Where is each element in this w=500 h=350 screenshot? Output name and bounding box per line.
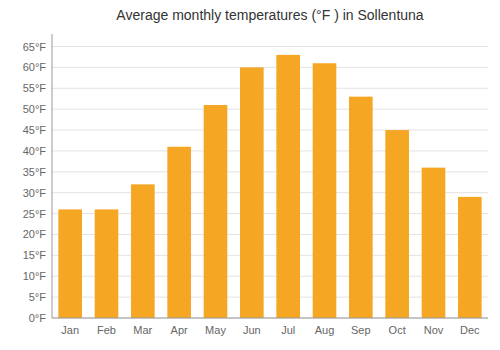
- grid-line: [52, 88, 488, 89]
- x-tick-label: Sep: [351, 324, 371, 336]
- x-tick-label: Feb: [97, 324, 116, 336]
- y-tick-label: 0°F: [29, 312, 47, 324]
- title: Average monthly temperatures (°F ) in So…: [116, 7, 423, 23]
- page: {"chart_data": {"type": "bar", "title": …: [0, 0, 500, 350]
- grid-line: [52, 109, 488, 110]
- grid-line: [52, 67, 488, 68]
- y-axis-line: [52, 34, 53, 318]
- bar: [204, 105, 228, 318]
- bar: [240, 67, 264, 318]
- y-tick-label: 45°F: [23, 124, 47, 136]
- bar: [276, 55, 300, 318]
- y-tick-label: 30°F: [23, 187, 47, 199]
- bar: [131, 184, 155, 318]
- x-tick-label: Dec: [460, 324, 480, 336]
- y-tick-label: 15°F: [23, 249, 47, 261]
- bar: [458, 197, 482, 318]
- bar: [167, 147, 191, 318]
- grid: [52, 47, 488, 318]
- x-ticks: Jan Feb Mar Apr May Jun Jul Aug Sep Oct Nov Dec: [61, 324, 480, 336]
- bar: [58, 209, 82, 318]
- grid-line: [52, 318, 488, 319]
- x-axis-line: [52, 318, 488, 319]
- bar: [349, 97, 373, 318]
- y-tick-label: 60°F: [23, 61, 47, 73]
- x-tick-label: May: [205, 324, 226, 336]
- x-tick-label: Jan: [61, 324, 79, 336]
- chart: Average monthly temperatures (°F ) in So…: [0, 0, 500, 350]
- bar: [313, 63, 337, 318]
- x-tick-label: Apr: [171, 324, 188, 336]
- y-tick-label: 40°F: [23, 145, 47, 157]
- bar: [385, 130, 409, 318]
- y-tick-label: 65°F: [23, 41, 47, 53]
- grid-line: [52, 150, 488, 151]
- y-tick-label: 5°F: [29, 291, 47, 303]
- grid-line: [52, 46, 488, 47]
- y-tick-label: 35°F: [23, 166, 47, 178]
- x-tick-label: Nov: [424, 324, 444, 336]
- bars: [58, 55, 481, 318]
- x-tick-label: Jul: [281, 324, 295, 336]
- grid-line: [52, 130, 488, 131]
- x-tick-label: Jun: [243, 324, 261, 336]
- chart-container: Average monthly temperatures (°F ) in So…: [0, 0, 500, 350]
- x-tick-label: Mar: [133, 324, 152, 336]
- x-tick-label: Oct: [389, 324, 406, 336]
- bar: [422, 168, 446, 318]
- y-tick-label: 20°F: [23, 228, 47, 240]
- bar: [95, 209, 119, 318]
- x-tick-label: Aug: [315, 324, 335, 336]
- y-ticks: 0°F 5°F 10°F 15°F 20°F 25°F 30°F 35°F 40°F 45°F 50…: [23, 41, 47, 324]
- y-tick-label: 25°F: [23, 208, 47, 220]
- y-tick-label: 55°F: [23, 82, 47, 94]
- y-tick-label: 50°F: [23, 103, 47, 115]
- y-tick-label: 10°F: [23, 270, 47, 282]
